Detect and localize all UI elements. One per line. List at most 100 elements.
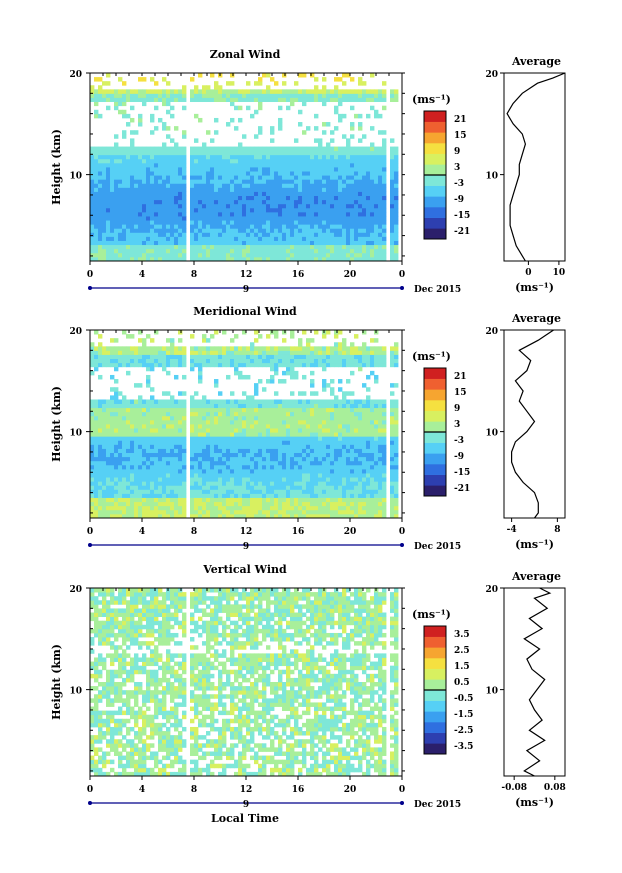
heatmap-cell [294, 403, 299, 409]
heatmap-cell [214, 383, 219, 388]
heatmap-cell [194, 501, 199, 507]
heatmap-cell [106, 444, 111, 449]
heatmap-cell [218, 187, 223, 192]
heatmap-cell [230, 428, 235, 433]
heatmap-cell [174, 424, 179, 429]
heatmap-cell [354, 220, 359, 225]
heatmap-cell [214, 93, 219, 98]
heatmap-cell [226, 399, 231, 404]
heatmap-cell [278, 399, 283, 404]
heatmap-cell [350, 424, 355, 429]
heatmap-cell [278, 207, 283, 213]
heatmap-cell [334, 473, 339, 478]
heatmap-cell [318, 203, 323, 209]
heatmap-cell [326, 432, 331, 437]
heatmap-cell [138, 167, 143, 172]
heatmap-cell [94, 411, 99, 417]
heatmap-cell [334, 468, 339, 474]
heatmap-cell [98, 89, 103, 94]
heatmap-cell [138, 228, 143, 233]
heatmap-cell [350, 419, 355, 425]
heatmap-cell [178, 513, 183, 519]
heatmap-cell [266, 505, 271, 511]
heatmap-cell [138, 513, 143, 519]
heatmap-cell [202, 158, 207, 164]
heatmap-cell [134, 162, 139, 168]
heatmap-cell [306, 175, 311, 180]
heatmap-cell [370, 97, 375, 103]
heatmap-cell [254, 216, 259, 221]
heatmap-cell [266, 399, 271, 404]
heatmap-cell [178, 191, 183, 197]
heatmap-cell [382, 162, 387, 168]
heatmap-cell [278, 419, 283, 425]
heatmap-cell [258, 244, 263, 250]
heatmap-cell [238, 485, 243, 490]
heatmap-cell [98, 485, 103, 490]
heatmap-cell [162, 391, 167, 396]
heatmap-cell [350, 154, 355, 160]
heatmap-cell [298, 477, 303, 482]
heatmap-cell [158, 436, 163, 441]
heatmap-cell [278, 150, 283, 156]
heatmap-cell [98, 207, 103, 213]
heatmap-cell [158, 207, 163, 213]
heatmap-cell [106, 403, 111, 409]
heatmap-cell [134, 195, 139, 201]
heatmap-cell [138, 354, 143, 360]
heatmap-cell [314, 171, 319, 176]
heatmap-cell [346, 468, 351, 474]
heatmap-cell [162, 207, 167, 213]
heatmap-cell [270, 224, 275, 229]
heatmap-cell [174, 228, 179, 233]
heatmap-cell [106, 105, 111, 111]
heatmap-cell [106, 191, 111, 197]
heatmap-cell [338, 183, 343, 188]
colorbar-tick-label: -21 [454, 227, 470, 237]
heatmap-cell [134, 501, 139, 507]
heatmap-cell [230, 203, 235, 209]
heatmap-cell [374, 158, 379, 164]
heatmap-cell [130, 216, 135, 221]
heatmap-cell [90, 228, 95, 233]
heatmap-cell [98, 146, 103, 152]
heatmap-cell [322, 228, 327, 233]
heatmap-cell [166, 477, 171, 482]
heatmap-cell [178, 432, 183, 437]
heatmap-cell [270, 358, 275, 364]
heatmap-cell [346, 354, 351, 360]
heatmap-cell [202, 395, 207, 400]
heatmap-cell [206, 436, 211, 441]
heatmap-cell [198, 415, 203, 421]
heatmap-cell [390, 171, 395, 176]
heatmap-cell [178, 150, 183, 156]
heatmap-cell [342, 195, 347, 201]
heatmap-cell [206, 481, 211, 486]
heatmap-cell [390, 150, 395, 156]
heatmap-cell [170, 183, 175, 188]
heatmap-cell [114, 199, 119, 205]
heatmap-cell [218, 362, 223, 368]
heatmap-cell [326, 162, 331, 168]
heatmap-cell [142, 101, 147, 107]
heatmap-cell [138, 89, 143, 94]
heatmap-cell [346, 444, 351, 449]
heatmap-cell [310, 424, 315, 429]
heatmap-cell [242, 460, 247, 466]
heatmap-cell [306, 195, 311, 201]
heatmap-cell [138, 505, 143, 511]
heatmap-cell [338, 101, 343, 107]
heatmap-cell [270, 440, 275, 445]
heatmap-cell [182, 460, 187, 466]
heatmap-cell [114, 338, 119, 343]
heatmap-cell [178, 497, 183, 503]
heatmap-cell [202, 411, 207, 417]
heatmap-cell [102, 236, 107, 241]
heatmap-cell [254, 97, 259, 103]
heatmap-cell [134, 354, 139, 360]
heatmap-cell [342, 93, 347, 98]
heatmap-cell [306, 419, 311, 425]
heatmap-cell [134, 240, 139, 246]
heatmap-cell [174, 374, 179, 380]
heatmap-cell [98, 240, 103, 246]
